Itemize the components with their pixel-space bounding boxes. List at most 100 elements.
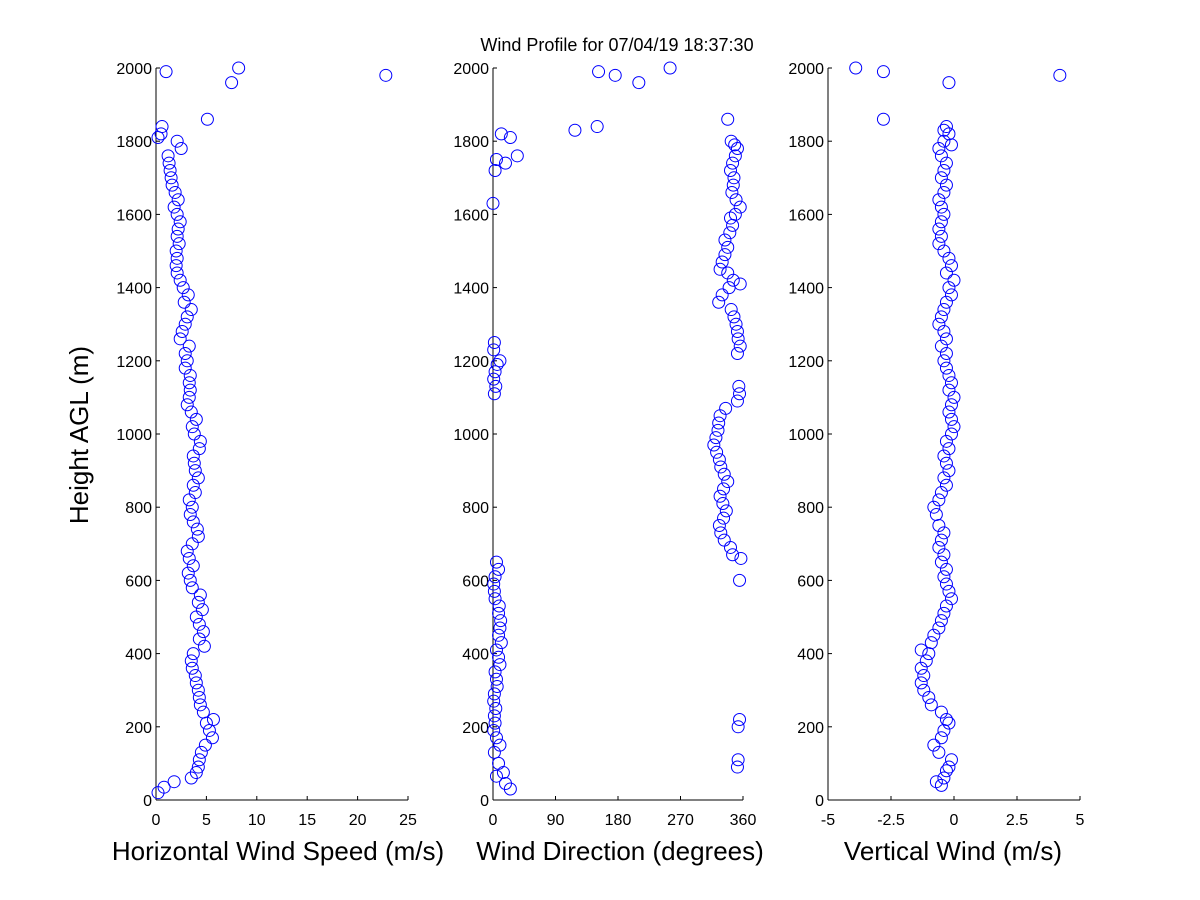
data-point [730, 760, 744, 774]
data-point [947, 420, 961, 434]
data-point [181, 288, 195, 302]
data-point [183, 508, 197, 522]
data-point [914, 643, 928, 657]
data-point [939, 156, 953, 170]
y-tick-label: 200 [797, 720, 824, 737]
horizontal-wind-speed-panel: 0 200 400 600 800 1000 1200 1400 1600 1800 2000 0 5 1… [112, 61, 444, 866]
data-point [726, 218, 740, 232]
data-point [715, 288, 729, 302]
data-point [170, 207, 184, 221]
data-point [937, 471, 951, 485]
data-point [939, 346, 953, 360]
data-point [712, 416, 726, 430]
data-point [947, 390, 961, 404]
data-point [721, 266, 735, 280]
data-point [939, 577, 953, 591]
data-point [202, 723, 216, 737]
data-point [731, 332, 745, 346]
data-point [493, 621, 507, 635]
data-point [186, 478, 200, 492]
data-point [934, 149, 948, 163]
data-point [922, 647, 936, 661]
y-tick-label: 600 [125, 573, 152, 590]
y-tick-label: 200 [462, 720, 489, 737]
wind-direction-panel: 0 200 400 600 800 1000 1200 1400 1600 1800 2000 0 90… [453, 61, 763, 866]
data-point [932, 621, 946, 635]
data-point [206, 712, 220, 726]
data-point [942, 442, 956, 456]
data-point [937, 123, 951, 137]
data-point [493, 354, 507, 368]
data-point [942, 464, 956, 478]
data-point [709, 431, 723, 445]
data-point [172, 237, 186, 251]
data-point [939, 295, 953, 309]
data-point [944, 427, 958, 441]
data-point [183, 573, 197, 587]
y-tick-label: 1000 [788, 427, 824, 444]
data-point [934, 171, 948, 185]
data-point [488, 716, 502, 730]
data-point [499, 156, 512, 170]
y-tick-label: 2000 [116, 61, 152, 78]
data-point [719, 504, 733, 518]
data-point [154, 127, 168, 141]
data-point [917, 669, 931, 683]
data-point [714, 526, 728, 540]
data-point [189, 412, 203, 426]
data-point [944, 376, 958, 390]
data-point [187, 427, 201, 441]
data-point [914, 676, 928, 690]
data-point [718, 233, 732, 247]
data-point [937, 354, 951, 368]
data-point [917, 683, 931, 697]
y-tick-label: 800 [462, 500, 489, 517]
data-point [728, 149, 742, 163]
data-point [942, 716, 956, 730]
data-point [726, 548, 740, 562]
data-point [713, 262, 727, 276]
data-point [232, 61, 246, 75]
y-tick-label: 800 [797, 500, 824, 517]
data-point [934, 310, 948, 324]
data-point [488, 592, 502, 606]
data-point [944, 753, 958, 767]
data-point [937, 134, 951, 148]
data-point [487, 372, 501, 386]
x-tick-label: 0 [489, 812, 498, 829]
data-point [494, 614, 508, 628]
data-point [487, 723, 501, 737]
data-point [927, 628, 941, 642]
data-point [724, 211, 737, 225]
vertical-wind-panel: 0 200 400 600 800 1000 1200 1400 1600 1800 2000 -5 -… [788, 61, 1084, 866]
data-point [939, 120, 953, 134]
data-point [732, 379, 746, 393]
x-tick-label: -5 [821, 812, 835, 829]
data-point [934, 339, 948, 353]
data-point [876, 112, 890, 126]
data-point [186, 515, 200, 529]
data-point [486, 196, 500, 210]
data-point [937, 570, 951, 584]
wind-direction-x-label: Wind Direction (degrees) [476, 836, 764, 866]
data-point [167, 775, 181, 789]
data-point [929, 508, 943, 522]
data-point [590, 120, 604, 134]
data-point [168, 185, 182, 199]
y-tick-label: 400 [125, 647, 152, 664]
data-point [937, 244, 951, 258]
data-point [725, 185, 739, 199]
data-point [489, 702, 503, 715]
data-point [171, 193, 185, 207]
data-point [731, 720, 745, 734]
data-point [182, 339, 196, 353]
data-point [169, 244, 183, 258]
y-tick-label: 1200 [116, 354, 152, 371]
data-point [192, 632, 206, 646]
data-point [939, 266, 953, 280]
x-tick-label: 20 [349, 812, 367, 829]
data-point [183, 368, 197, 382]
data-point [185, 661, 199, 675]
data-point [712, 453, 726, 467]
data-point [180, 354, 194, 368]
